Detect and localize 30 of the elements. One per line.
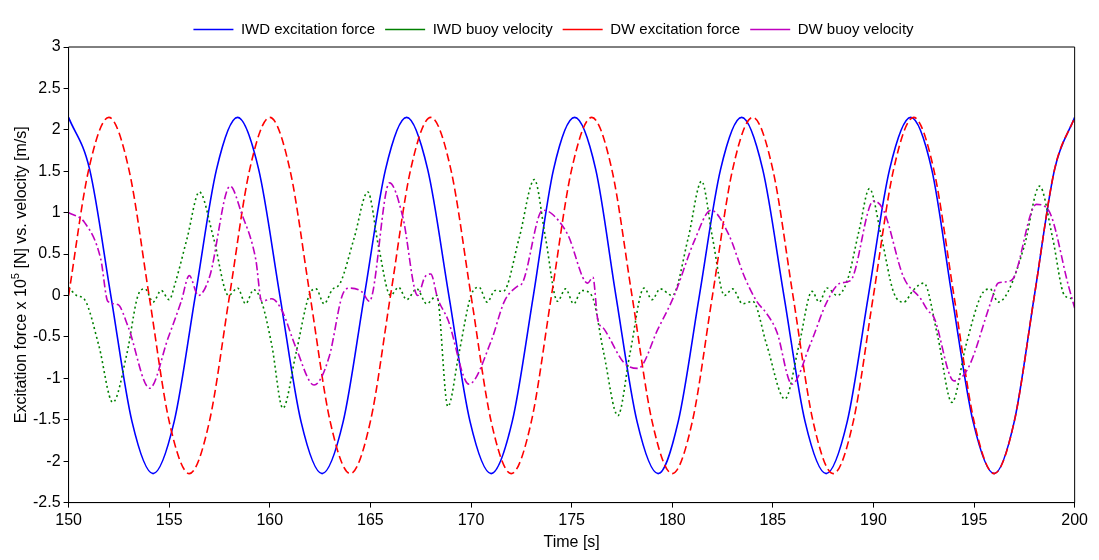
y-tick-label: -1.5: [32, 410, 61, 428]
x-tick-label: 195: [960, 510, 988, 528]
x-tick-label: 170: [457, 510, 485, 528]
x-tick-label: 185: [759, 510, 787, 528]
y-tick-label: 0.5: [38, 244, 61, 262]
y-tick-label: 3: [51, 37, 61, 55]
x-tick-label: 200: [1061, 510, 1089, 528]
y-tick-label: 2: [51, 120, 61, 138]
legend-label: IWD buoy velocity: [432, 19, 554, 37]
x-axis-title: Time [s]: [543, 532, 600, 550]
y-tick-label: 0: [51, 285, 61, 303]
legend-label: IWD excitation force: [240, 19, 376, 37]
y-tick-label: -0.5: [32, 327, 61, 345]
line-series: [68, 116, 1075, 475]
x-tick-label: 175: [558, 510, 586, 528]
y-tick-label: -2.5: [32, 493, 61, 511]
y-tick-label: 1.5: [38, 161, 61, 179]
x-tick-label: 160: [256, 510, 284, 528]
x-tick-label: 190: [860, 510, 887, 528]
x-tick-label: 155: [155, 510, 183, 528]
y-tick-label: -2: [46, 451, 61, 469]
x-tick-label: 165: [357, 510, 384, 528]
legend-label: DW buoy velocity: [797, 19, 915, 37]
y-tick-label: -1: [46, 368, 61, 386]
y-tick-label: 1: [51, 203, 61, 221]
y-axis-title: Excitation force x 105 [N] vs. velocity [m/s]: [8, 126, 30, 424]
x-tick-label: 150: [55, 510, 83, 528]
legend-label: DW excitation force: [610, 19, 741, 37]
y-tick-label: 2.5: [38, 78, 61, 96]
x-tick-label: 180: [658, 510, 686, 528]
